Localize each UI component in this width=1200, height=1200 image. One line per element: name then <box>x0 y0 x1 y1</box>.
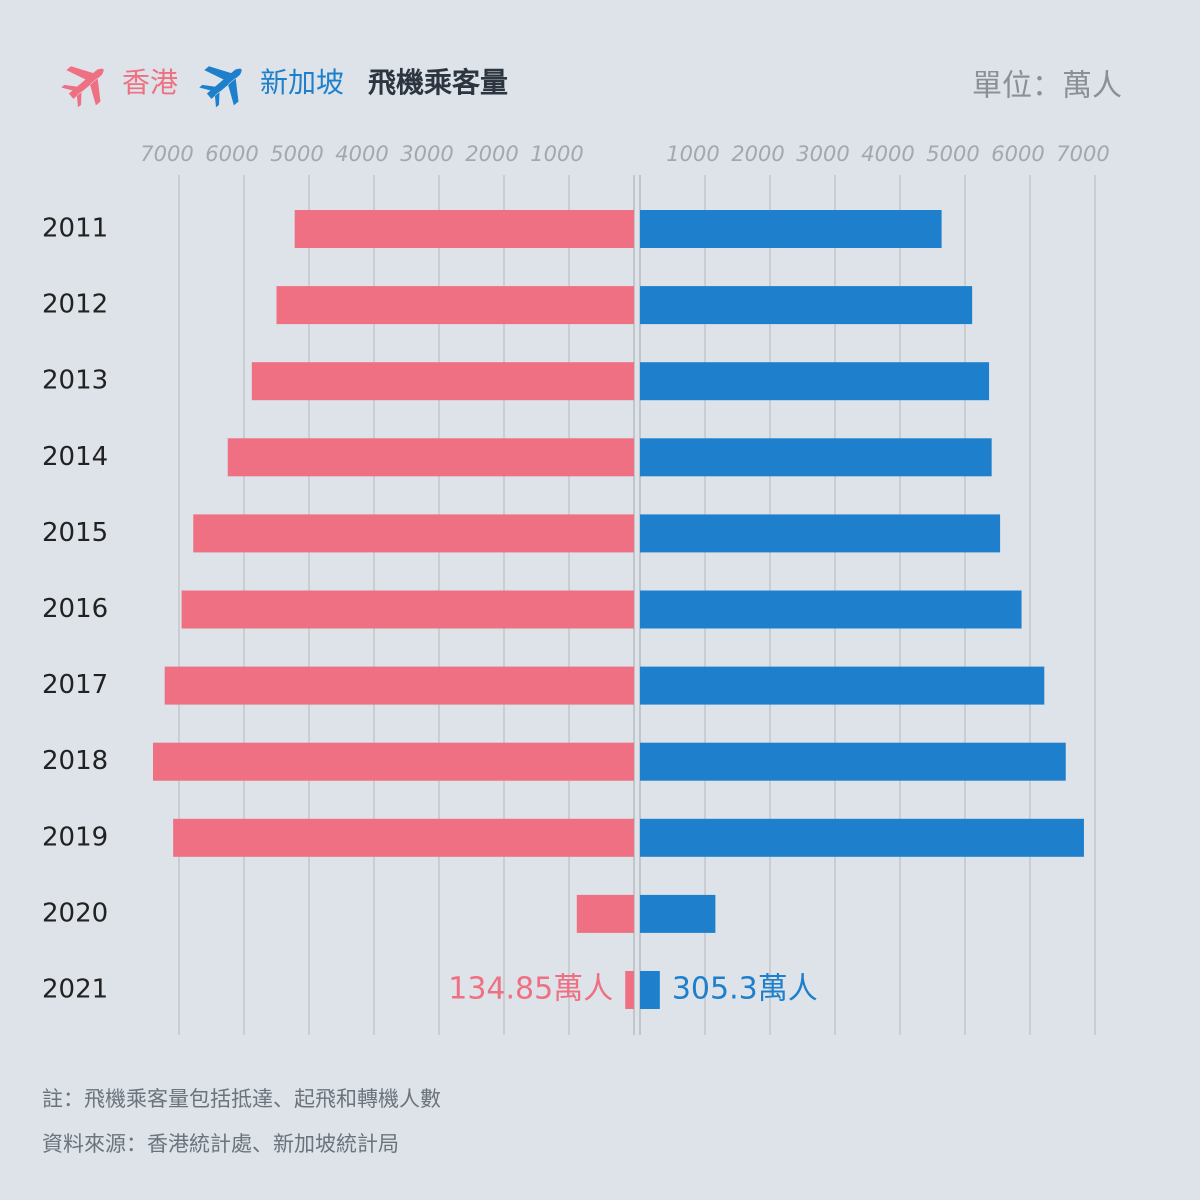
bar <box>625 971 634 1009</box>
y-tick-label: 2013 <box>42 366 108 396</box>
x-tick-label: 1000 <box>666 142 719 166</box>
bar <box>227 438 634 477</box>
x-tick-label: 2000 <box>465 142 518 166</box>
chart-title: 飛機乘客量 <box>368 66 508 99</box>
legend-label: 香港 <box>122 66 178 99</box>
x-tick-label: 5000 <box>926 142 979 166</box>
x-tick-label: 6000 <box>991 142 1044 166</box>
x-tick-label: 5000 <box>270 142 323 166</box>
y-tick-label: 2020 <box>42 898 108 928</box>
bar <box>640 590 1022 629</box>
bar <box>576 894 634 933</box>
y-tick-label: 2012 <box>42 290 108 320</box>
x-tick-label: 3000 <box>400 142 453 166</box>
y-tick-label: 2011 <box>42 214 108 244</box>
bar <box>153 742 634 781</box>
bar <box>181 590 634 629</box>
bar <box>251 362 635 401</box>
x-tick-label: 1000 <box>530 142 583 166</box>
x-tick-label: 4000 <box>861 142 914 166</box>
bar <box>294 210 634 248</box>
bar <box>640 818 1084 857</box>
bar <box>640 666 1045 705</box>
bar <box>640 210 942 248</box>
note: 註：飛機乘客量包括抵達、起飛和轉機人數 <box>42 1087 441 1111</box>
bar <box>640 894 716 933</box>
x-tick-label: 7000 <box>1056 142 1109 166</box>
bar <box>640 286 973 325</box>
x-tick-label: 7000 <box>140 142 193 166</box>
x-tick-label: 6000 <box>205 142 258 166</box>
y-tick-label: 2016 <box>42 594 108 624</box>
bar <box>193 514 635 553</box>
y-tick-label: 2014 <box>42 442 108 472</box>
legend-label: 新加坡 <box>260 66 344 99</box>
x-tick-label: 2000 <box>731 142 784 166</box>
y-tick-label: 2018 <box>42 746 108 776</box>
data-label: 134.85萬人 <box>448 972 613 1007</box>
x-tick-label: 4000 <box>335 142 388 166</box>
plane-icon <box>61 66 104 108</box>
y-tick-label: 2015 <box>42 518 108 548</box>
bar <box>640 514 1001 553</box>
y-tick-label: 2019 <box>42 822 108 852</box>
bar <box>173 818 634 857</box>
y-tick-label: 2021 <box>42 975 108 1005</box>
bar <box>640 971 660 1009</box>
bar <box>640 742 1066 781</box>
plane-icon <box>199 66 242 108</box>
y-tick-label: 2017 <box>42 670 108 700</box>
bar <box>276 286 634 325</box>
bar <box>164 666 634 705</box>
unit-label: 單位：萬人 <box>972 69 1122 104</box>
data-label: 305.3萬人 <box>672 972 818 1007</box>
x-tick-label: 3000 <box>796 142 849 166</box>
bar <box>640 362 990 401</box>
bar <box>640 438 992 477</box>
source: 資料來源：香港統計處、新加坡統計局 <box>42 1132 399 1156</box>
